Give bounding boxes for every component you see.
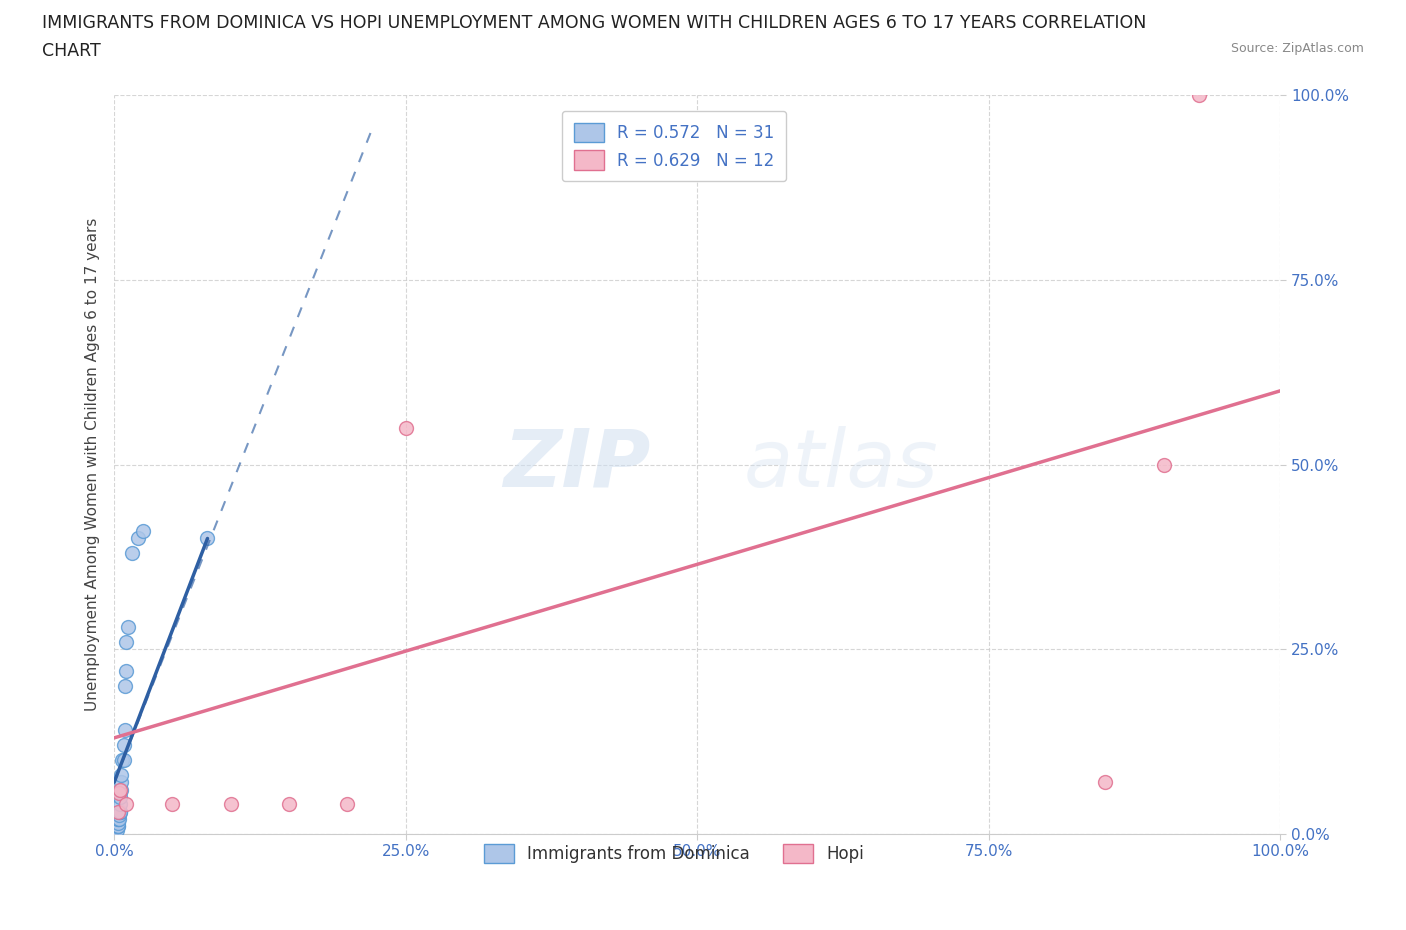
Point (121, 546, 143, 561)
Point (107, 819, 129, 834)
Point (108, 808, 131, 823)
Point (336, 797, 359, 812)
Point (127, 531, 149, 546)
Point (108, 786, 131, 801)
Text: IMMIGRANTS FROM DOMINICA VS HOPI UNEMPLOYMENT AMONG WOMEN WITH CHILDREN AGES 6 T: IMMIGRANTS FROM DOMINICA VS HOPI UNEMPLO… (42, 14, 1146, 32)
Point (105, 823, 128, 838)
Text: CHART: CHART (42, 42, 101, 60)
Point (108, 782, 131, 797)
Point (162, 797, 184, 812)
Point (110, 782, 132, 797)
Point (108, 812, 131, 827)
Point (197, 531, 219, 546)
Point (115, 634, 138, 649)
Point (112, 737, 135, 752)
Point (108, 782, 131, 797)
Point (115, 797, 138, 812)
Point (110, 775, 132, 790)
Point (114, 723, 136, 737)
Point (108, 790, 131, 804)
Legend: Immigrants from Dominica, Hopi: Immigrants from Dominica, Hopi (477, 837, 870, 870)
Y-axis label: Unemployment Among Women with Children Ages 6 to 17 years: Unemployment Among Women with Children A… (86, 218, 100, 711)
Point (107, 812, 129, 827)
Text: Source: ZipAtlas.com: Source: ZipAtlas.com (1230, 42, 1364, 55)
Point (219, 797, 242, 812)
Point (108, 804, 131, 819)
Point (1188, 88, 1211, 103)
Point (110, 767, 132, 782)
Point (132, 524, 155, 538)
Point (105, 819, 128, 834)
Point (104, 823, 127, 838)
Point (278, 797, 301, 812)
Point (111, 752, 134, 767)
Point (115, 664, 138, 679)
Text: ZIP: ZIP (503, 426, 651, 504)
Point (107, 804, 129, 819)
Point (107, 812, 129, 827)
Point (112, 752, 135, 767)
Point (395, 420, 418, 435)
Point (114, 679, 136, 694)
Point (108, 804, 131, 819)
Point (107, 816, 129, 830)
Point (1153, 458, 1175, 472)
Point (108, 804, 131, 819)
Point (108, 797, 131, 812)
Point (107, 819, 129, 834)
Text: atlas: atlas (744, 426, 939, 504)
Point (1094, 775, 1116, 790)
Point (117, 619, 139, 634)
